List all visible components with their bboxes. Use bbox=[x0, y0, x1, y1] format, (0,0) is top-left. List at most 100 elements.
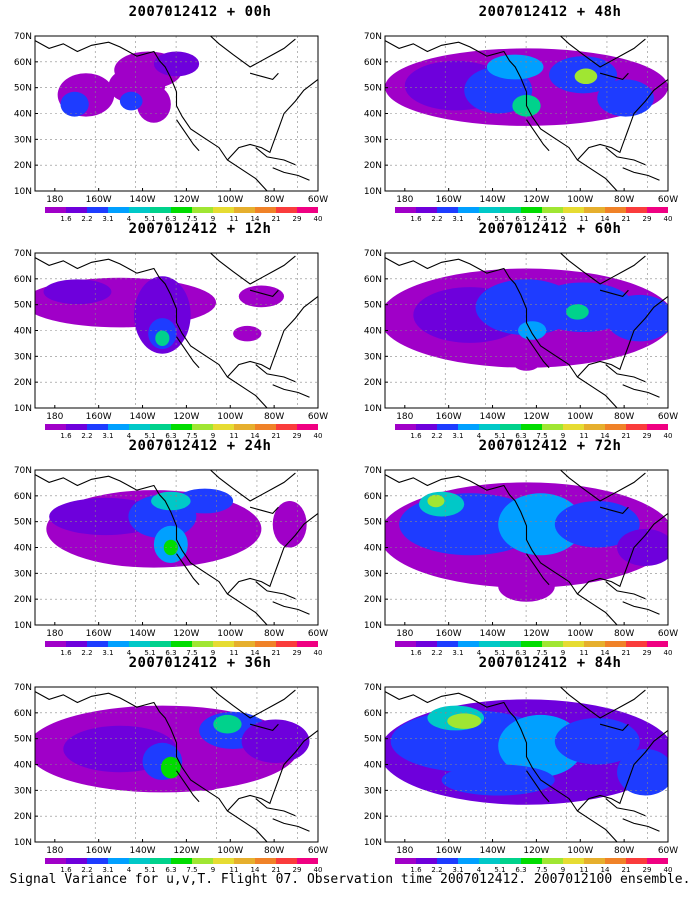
colorbar-label: 11 bbox=[230, 649, 239, 656]
lon-tick-label: 60W bbox=[658, 629, 678, 639]
colorbar-label: 3.1 bbox=[102, 649, 113, 656]
lon-tick-label: 140W bbox=[130, 846, 156, 856]
colorbar-swatch bbox=[521, 207, 542, 213]
colorbar-swatch bbox=[108, 858, 129, 864]
variance-contour bbox=[498, 570, 555, 602]
colorbar-label: 7.5 bbox=[536, 215, 547, 222]
coastlines bbox=[385, 470, 668, 625]
coastline bbox=[255, 581, 296, 600]
lon-tick-label: 180 bbox=[396, 195, 413, 205]
colorbar-label: 14 bbox=[601, 866, 610, 873]
coastline bbox=[560, 36, 646, 68]
colorbar-label: 14 bbox=[601, 649, 610, 656]
colorbar-label: 29 bbox=[293, 432, 302, 439]
lon-tick-label: 160W bbox=[86, 629, 112, 639]
panel-title: 2007012412 + 60h bbox=[478, 221, 622, 237]
coastline bbox=[560, 470, 646, 502]
lon-tick-label: 60W bbox=[658, 846, 678, 856]
colorbar-swatch bbox=[276, 858, 297, 864]
coastline bbox=[210, 687, 296, 719]
variance-contour bbox=[233, 325, 262, 342]
colorbar-swatch bbox=[479, 858, 500, 864]
colorbar-label: 14 bbox=[251, 649, 260, 656]
colorbar-label: 7.5 bbox=[186, 432, 197, 439]
lat-tick-label: 40N bbox=[14, 110, 32, 120]
colorbar-label: 14 bbox=[251, 432, 260, 439]
colorbar-swatch bbox=[605, 858, 626, 864]
coastlines bbox=[35, 470, 318, 625]
map-plot: 70N 60N 50N 40N 30N 20N 10N 180 160W 140W 120W 100W… bbox=[14, 249, 328, 439]
colorbar-label: 4 bbox=[127, 866, 132, 873]
lat-tick-label: 10N bbox=[364, 621, 382, 631]
lat-tick-label: 50N bbox=[14, 84, 32, 94]
colorbar-swatch bbox=[416, 424, 437, 430]
lat-tick-label: 10N bbox=[14, 187, 32, 197]
colorbar-label: 6.3 bbox=[515, 649, 526, 656]
colorbar-label: 11 bbox=[230, 866, 239, 873]
colorbar-swatch bbox=[605, 207, 626, 213]
variance-contour bbox=[241, 719, 310, 763]
map-panel-p36: 2007012412 + 36h 70N 60N 50N 40N 30N 20N 10N 180… bbox=[0, 655, 335, 873]
lon-tick-label: 60W bbox=[308, 195, 328, 205]
panel-title: 2007012412 + 72h bbox=[478, 438, 622, 454]
variance-contour bbox=[441, 764, 555, 796]
lat-tick-label: 50N bbox=[364, 518, 382, 528]
colorbar-label: 2.2 bbox=[81, 432, 92, 439]
colorbar-swatch bbox=[395, 641, 416, 647]
lon-tick-label: 160W bbox=[436, 846, 462, 856]
colorbar-label: 6.3 bbox=[515, 866, 526, 873]
colorbar-label: 9 bbox=[561, 649, 565, 656]
grid bbox=[35, 36, 318, 191]
colorbar-swatch bbox=[255, 207, 276, 213]
variance-contour bbox=[512, 352, 541, 371]
coastline bbox=[599, 289, 629, 298]
map-panel-p48: 2007012412 + 48h 70N 60N 50N 40N 30N 20N 10N 180… bbox=[350, 4, 685, 222]
lat-tick-label: 10N bbox=[364, 187, 382, 197]
coastline bbox=[622, 818, 660, 832]
grid bbox=[385, 687, 668, 842]
panel-title: 2007012412 + 48h bbox=[478, 4, 622, 20]
coastline bbox=[272, 167, 310, 181]
lon-tick-label: 180 bbox=[396, 846, 413, 856]
colorbar-label: 9 bbox=[561, 215, 565, 222]
coastline bbox=[599, 506, 629, 515]
colorbar-swatch bbox=[297, 207, 318, 213]
lat-tick-label: 20N bbox=[14, 161, 32, 171]
coastline bbox=[605, 147, 646, 166]
lat-tick-label: 30N bbox=[364, 352, 382, 362]
coastline bbox=[622, 601, 660, 615]
colorbar-swatch bbox=[297, 858, 318, 864]
variance-field bbox=[57, 51, 200, 123]
colorbar-swatch bbox=[416, 207, 437, 213]
variance-field bbox=[35, 276, 285, 354]
colorbar-swatch bbox=[479, 641, 500, 647]
lon-tick-label: 100W bbox=[567, 195, 593, 205]
lon-tick-label: 160W bbox=[86, 195, 112, 205]
map-panel-p24: 2007012412 + 24h 70N 60N 50N 40N 30N 20N 10N 180… bbox=[0, 438, 335, 656]
colorbar-swatch bbox=[542, 424, 563, 430]
colorbar-swatch bbox=[276, 641, 297, 647]
grid bbox=[385, 470, 668, 625]
colorbar-swatch bbox=[437, 424, 458, 430]
lat-tick-label: 50N bbox=[364, 84, 382, 94]
colorbar-label: 21 bbox=[622, 866, 631, 873]
coastlines bbox=[385, 253, 668, 408]
colorbar-swatch bbox=[255, 858, 276, 864]
lat-tick-label: 60N bbox=[14, 492, 32, 502]
lon-tick-label: 60W bbox=[308, 412, 328, 422]
colorbar-label: 21 bbox=[272, 432, 281, 439]
lat-tick-label: 40N bbox=[364, 327, 382, 337]
colorbar-label: 5.1 bbox=[144, 215, 155, 222]
lat-tick-label: 70N bbox=[364, 32, 382, 42]
colorbar-label: 40 bbox=[664, 866, 673, 873]
map-panel-p60: 2007012412 + 60h 70N 60N 50N 40N 30N 20N 10N 180… bbox=[350, 221, 685, 439]
lat-tick-label: 20N bbox=[14, 595, 32, 605]
colorbar-label: 7.5 bbox=[536, 432, 547, 439]
colorbar-swatch bbox=[87, 641, 108, 647]
map-panel-p72: 2007012412 + 72h 70N 60N 50N 40N 30N 20N 10N 180… bbox=[350, 438, 685, 656]
colorbar-label: 29 bbox=[293, 866, 302, 873]
lat-tick-label: 30N bbox=[14, 352, 32, 362]
colorbar-label: 5.1 bbox=[494, 866, 505, 873]
lon-tick-label: 120W bbox=[523, 412, 549, 422]
lat-tick-label: 40N bbox=[14, 761, 32, 771]
